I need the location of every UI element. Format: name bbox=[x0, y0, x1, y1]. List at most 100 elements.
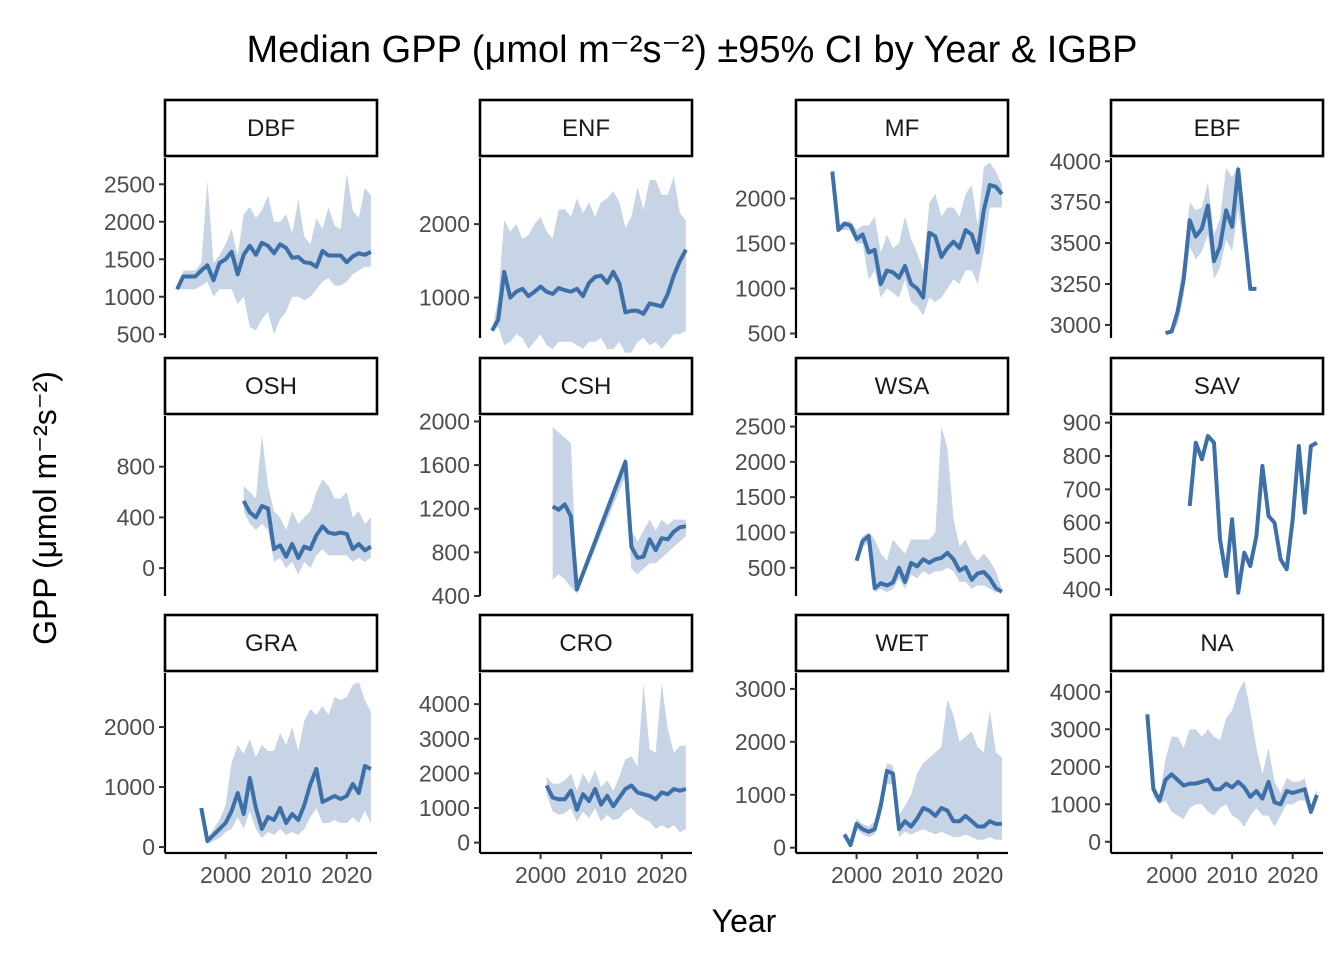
panel-gra-y-tick-label: 1000 bbox=[104, 774, 155, 800]
panel-sav-y-tick-label: 800 bbox=[1063, 443, 1101, 469]
chart-title: Median GPP (μmol m⁻²s⁻²) ±95% CI by Year… bbox=[246, 29, 1137, 71]
panel-sav-strip-label: SAV bbox=[1194, 373, 1240, 400]
panel-sav-median-line bbox=[1187, 434, 1318, 595]
panel-wet: WET 2000 2010 2020 0 1000 2000 3000 bbox=[735, 613, 1010, 888]
panel-cro-y-tick-label: 0 bbox=[457, 830, 470, 856]
panel-csh-y-tick-label: 2000 bbox=[419, 408, 470, 434]
panel-cro-strip-label: CRO bbox=[559, 630, 612, 657]
panel-wsa-median-line bbox=[854, 534, 1003, 594]
facet-panels: DBF 500 1000 1500 2000 2500 ENF 1000 2000 MF 500 10… bbox=[104, 98, 1325, 888]
panel-gra-x-tick-label: 2020 bbox=[321, 862, 372, 888]
panel-csh-y-tick-label: 1200 bbox=[419, 496, 470, 522]
panel-wet-y-tick-label: 2000 bbox=[735, 729, 786, 755]
panel-wsa: WSA 500 1000 1500 2000 2500 bbox=[735, 356, 1010, 596]
panel-mf-y-tick-label: 500 bbox=[748, 321, 786, 347]
panel-ebf-y-tick-label: 3000 bbox=[1050, 312, 1101, 338]
panel-cro-x-tick-label: 2020 bbox=[636, 862, 687, 888]
panel-ebf-y-tick-label: 3250 bbox=[1050, 271, 1101, 297]
panel-csh-y-tick-label: 800 bbox=[432, 539, 470, 565]
panel-cro-y-tick-label: 4000 bbox=[419, 691, 470, 717]
panel-dbf-strip-label: DBF bbox=[247, 115, 295, 142]
panel-mf: MF 500 1000 1500 2000 bbox=[735, 98, 1010, 347]
panel-osh-strip-label: OSH bbox=[245, 373, 297, 400]
panel-csh-y-tick-label: 1600 bbox=[419, 452, 470, 478]
panel-sav-y-tick-label: 600 bbox=[1063, 510, 1101, 536]
panel-gra-strip-label: GRA bbox=[245, 630, 297, 657]
panel-osh-y-tick-label: 0 bbox=[142, 555, 155, 581]
panel-mf-y-tick-label: 2000 bbox=[735, 186, 786, 212]
panel-wsa-y-tick-label: 2000 bbox=[735, 449, 786, 475]
panel-ebf-strip bbox=[1109, 98, 1325, 158]
panel-ebf-y-tick-label: 3500 bbox=[1050, 230, 1101, 256]
panel-ebf-y-tick-label: 3750 bbox=[1050, 189, 1101, 215]
panel-na-x-tick-label: 2020 bbox=[1267, 862, 1318, 888]
panel-wsa-y-tick-label: 1000 bbox=[735, 519, 786, 545]
panel-cro-ci-ribbon bbox=[546, 683, 686, 833]
panel-enf: ENF 1000 2000 bbox=[419, 98, 694, 353]
panel-dbf-strip bbox=[163, 98, 379, 158]
panel-osh-median-line bbox=[241, 499, 372, 560]
panel-wet-x-tick-label: 2000 bbox=[831, 862, 882, 888]
panel-na-y-tick-label: 2000 bbox=[1050, 754, 1101, 780]
panel-sav-y-tick-label: 700 bbox=[1063, 476, 1101, 502]
panel-na-y-tick-label: 0 bbox=[1088, 829, 1101, 855]
panel-gra-median-line bbox=[199, 764, 372, 843]
panel-dbf: DBF 500 1000 1500 2000 2500 bbox=[104, 98, 379, 347]
panel-osh-ci-ribbon bbox=[243, 435, 371, 575]
panel-wsa-y-tick-label: 500 bbox=[748, 555, 786, 581]
panel-na-ci-ribbon bbox=[1147, 680, 1317, 827]
panel-enf-y-tick-label: 1000 bbox=[419, 285, 470, 311]
panel-csh: CSH 400 800 1200 1600 2000 bbox=[419, 356, 694, 609]
panel-gra: GRA 2000 2010 2020 0 1000 2000 bbox=[104, 613, 379, 888]
panel-mf-y-tick-label: 1000 bbox=[735, 276, 786, 302]
panel-dbf-y-tick-label: 1500 bbox=[104, 246, 155, 272]
panel-mf-y-tick-label: 1500 bbox=[735, 231, 786, 257]
panel-sav: SAV 400 500 600 700 800 900 bbox=[1063, 356, 1325, 602]
panel-wet-strip bbox=[794, 613, 1010, 673]
panel-dbf-y-tick-label: 1000 bbox=[104, 284, 155, 310]
panel-na-strip-label: NA bbox=[1200, 630, 1233, 657]
panel-wet-median-line bbox=[842, 768, 1002, 848]
panel-csh-strip-label: CSH bbox=[561, 373, 612, 400]
panel-na: NA 2000 2010 2020 0 1000 2000 3000 4000 bbox=[1050, 613, 1325, 888]
panel-wet-strip-label: WET bbox=[875, 630, 929, 657]
panel-na-y-tick-label: 3000 bbox=[1050, 716, 1101, 742]
panel-na-x-tick-label: 2010 bbox=[1207, 862, 1258, 888]
panel-enf-ci-ribbon bbox=[492, 176, 686, 353]
panel-sav-strip bbox=[1109, 356, 1325, 416]
panel-ebf-y-tick-label: 4000 bbox=[1050, 148, 1101, 174]
panel-wsa-strip-label: WSA bbox=[875, 373, 930, 400]
panel-wet-y-tick-label: 3000 bbox=[735, 676, 786, 702]
panel-cro: CRO 2000 2010 2020 0 1000 2000 3000 4000 bbox=[419, 613, 694, 888]
panel-cro-y-tick-label: 1000 bbox=[419, 795, 470, 821]
panel-enf-median-line bbox=[490, 248, 688, 332]
panel-dbf-median-line bbox=[175, 240, 372, 291]
panel-cro-median-line bbox=[544, 783, 687, 812]
panel-csh-ci-ribbon bbox=[552, 426, 686, 594]
panel-osh-y-tick-label: 400 bbox=[117, 504, 155, 530]
panel-ebf-median-line bbox=[1164, 167, 1257, 336]
panel-enf-strip-label: ENF bbox=[562, 115, 610, 142]
panel-wet-y-tick-label: 1000 bbox=[735, 782, 786, 808]
panel-sav-y-tick-label: 900 bbox=[1063, 410, 1101, 436]
panel-csh-median-line bbox=[551, 459, 687, 592]
panel-cro-y-tick-label: 2000 bbox=[419, 760, 470, 786]
panel-mf-strip bbox=[794, 98, 1010, 158]
y-axis-title: GPP (μmol m⁻²s⁻²) bbox=[27, 371, 63, 645]
panel-wsa-y-tick-label: 2500 bbox=[735, 414, 786, 440]
panel-wet-ci-ribbon bbox=[844, 699, 1002, 846]
panel-cro-x-tick-label: 2000 bbox=[515, 862, 566, 888]
panel-wet-x-tick-label: 2010 bbox=[892, 862, 943, 888]
panel-dbf-y-tick-label: 2500 bbox=[104, 171, 155, 197]
panel-csh-strip bbox=[478, 356, 694, 416]
panel-enf-strip bbox=[478, 98, 694, 158]
panel-na-strip bbox=[1109, 613, 1325, 673]
panel-wet-x-tick-label: 2020 bbox=[952, 862, 1003, 888]
panel-mf-median-line bbox=[830, 171, 1004, 300]
panel-na-median-line bbox=[1145, 714, 1319, 814]
panel-gra-y-tick-label: 0 bbox=[142, 834, 155, 860]
panel-enf-y-tick-label: 2000 bbox=[419, 211, 470, 237]
panel-osh-y-tick-label: 800 bbox=[117, 454, 155, 480]
panel-ebf-strip-label: EBF bbox=[1194, 115, 1241, 142]
